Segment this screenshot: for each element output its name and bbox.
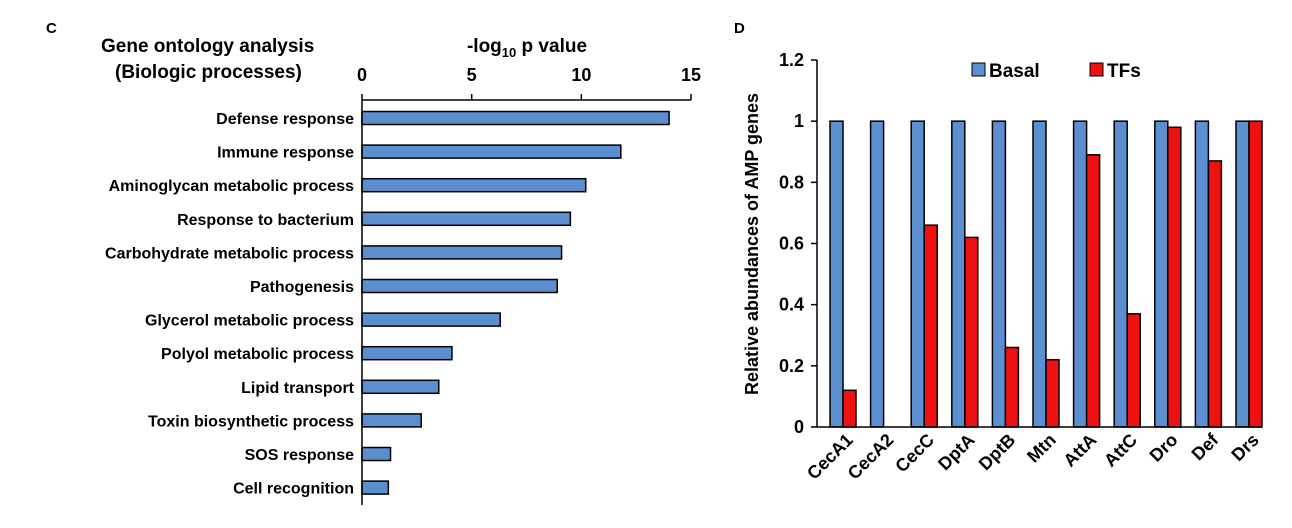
x-category-label: Mtn: [1023, 430, 1060, 467]
x-category-label: CecC: [891, 430, 938, 477]
x-category-label: AttC: [1100, 430, 1141, 471]
legend-swatch-tfs: [1089, 62, 1104, 77]
bar: [361, 144, 622, 159]
legend-swatch-basal: [971, 62, 986, 77]
category-label: Immune response: [217, 145, 354, 162]
x-tick-label: 10: [571, 65, 591, 85]
category-label: Pathogenesis: [250, 279, 354, 296]
x-category-label: DptA: [934, 430, 979, 475]
bar: [361, 413, 422, 428]
category-label: Polyol metabolic process: [161, 346, 354, 363]
category-label: Defense response: [216, 111, 354, 128]
bar-basal: [1072, 120, 1088, 428]
x-category-label: Dro: [1146, 430, 1182, 466]
bar: [361, 345, 453, 361]
legend-label-basal: Basal: [989, 61, 1040, 82]
bar-tfs: [1207, 160, 1223, 428]
bar-basal: [910, 120, 925, 428]
y-tick-label: 0: [794, 417, 804, 437]
bar-basal: [1235, 120, 1250, 428]
bar: [361, 177, 587, 193]
x-category-label: Def: [1188, 429, 1223, 464]
x-axis-title-suffix: p value: [516, 36, 587, 57]
category-label: Toxin biosynthetic process: [148, 413, 354, 430]
x-category-label: AttA: [1059, 430, 1100, 471]
bar-tfs: [1167, 126, 1182, 428]
bar: [361, 379, 440, 395]
chart-title-line1: Gene ontology analysis: [101, 36, 314, 57]
bar-tfs: [1085, 154, 1101, 428]
category-label: SOS response: [245, 447, 354, 464]
bar: [361, 110, 670, 126]
bar-tfs: [1248, 120, 1263, 428]
bar: [361, 312, 501, 327]
category-label: Lipid transport: [241, 380, 355, 397]
bar: [361, 211, 572, 227]
bar-basal: [991, 120, 1007, 428]
x-tick-label: 0: [357, 65, 367, 85]
x-tick-label: 5: [467, 65, 477, 85]
bar: [361, 245, 563, 260]
x-axis-title-prefix: -log: [467, 36, 502, 57]
x-category-label: DptB: [975, 430, 1020, 475]
legend: Basal TFs: [971, 61, 1141, 82]
x-axis-title-subscript: 10: [502, 45, 516, 60]
bar-basal: [869, 120, 885, 428]
bar: [361, 480, 390, 495]
category-label: Response to bacterium: [177, 212, 354, 229]
x-axis-title: -log10 p value: [467, 36, 587, 60]
x-tick-label: 15: [681, 65, 701, 85]
y-tick-label: 0.4: [779, 295, 804, 315]
bar-tfs: [1004, 346, 1020, 428]
category-label: Glycerol metabolic process: [145, 313, 354, 330]
bar-tfs: [964, 236, 979, 428]
panel-c-label: C: [46, 20, 57, 37]
y-axis-title: Relative abundances of AMP genes: [742, 93, 762, 395]
y-tick-label: 0.2: [779, 356, 804, 376]
category-label: Cell recognition: [233, 481, 354, 498]
bar-basal: [1032, 120, 1047, 428]
panel-c-gene-ontology-chart: C Gene ontology analysis (Biologic proce…: [46, 20, 701, 505]
y-tick-label: 0.8: [779, 172, 804, 192]
y-tick-label: 0.6: [779, 234, 804, 254]
bar-basal: [951, 120, 966, 428]
bar-tfs: [1045, 358, 1060, 428]
bar-tfs: [842, 389, 857, 428]
panel-d-label: D: [734, 20, 745, 37]
legend-label-tfs: TFs: [1107, 61, 1141, 82]
y-tick-label: 1.2: [779, 50, 804, 70]
y-tick-label: 1: [794, 111, 804, 131]
x-category-label: CecA2: [844, 430, 898, 484]
category-label: Carbohydrate metabolic process: [105, 245, 354, 262]
category-label: Aminoglycan metabolic process: [109, 178, 355, 195]
bar-basal: [1113, 120, 1128, 428]
bar-basal: [1194, 120, 1210, 428]
panel-d-amp-chart: D Relative abundances of AMP genes 0 0.2 0…: [734, 20, 1263, 483]
bar-basal: [829, 120, 844, 428]
bar-tfs: [1126, 313, 1141, 428]
bar: [361, 446, 392, 462]
chart-title-line2: (Biologic processes): [115, 62, 302, 83]
x-category-label: Drs: [1227, 430, 1262, 465]
bar-tfs: [923, 224, 938, 428]
bar: [361, 278, 558, 294]
bar-basal: [1154, 120, 1169, 428]
